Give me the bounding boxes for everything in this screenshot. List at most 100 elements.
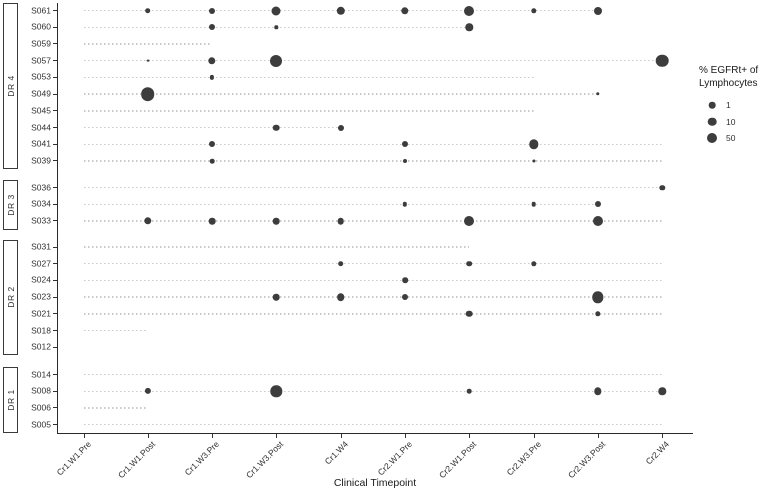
data-point-s027-cr2.w1.post <box>466 260 473 267</box>
legend-item-1: 1 <box>699 97 765 114</box>
data-point-s060-cr1.w3.post <box>274 25 279 29</box>
data-point-s008-cr1.w3.post <box>270 385 283 397</box>
y-axis-label-s005: S005 <box>31 419 51 430</box>
x-axis-line <box>56 432 693 434</box>
y-axis-tick <box>52 43 57 45</box>
x-axis-label-cr1.w1.pre: Cr1.W1.Pre <box>54 439 93 478</box>
y-axis-label-s049: S049 <box>31 88 51 99</box>
legend-size-circle-icon <box>707 133 717 144</box>
row-guide-line-s041 <box>83 143 663 145</box>
x-axis-tick <box>469 433 471 438</box>
y-axis-tick <box>52 160 57 162</box>
data-point-s061-cr1.w4 <box>336 6 345 15</box>
size-legend: % EGFRt+ of Lymphocytes 1 10 50 <box>699 64 765 147</box>
data-point-s021-cr2.w3.post <box>595 311 601 317</box>
y-axis-tick <box>52 279 57 281</box>
data-point-s033-cr1.w4 <box>337 217 344 225</box>
data-point-s008-cr2.w3.post <box>594 387 602 395</box>
row-guide-line-s053 <box>83 76 534 79</box>
y-axis-label-s060: S060 <box>31 21 51 32</box>
data-point-s023-cr2.w3.post <box>592 291 604 303</box>
x-axis-tick <box>405 433 406 438</box>
x-axis-tick <box>597 433 599 438</box>
legend-item-label: 10 <box>726 116 736 127</box>
x-axis-label-cr2.w1.pre: Cr2.W1.Pre <box>375 439 415 478</box>
y-axis-tick <box>52 76 57 78</box>
data-point-s033-cr1.w3.pre <box>208 217 216 225</box>
y-axis-label-s027: S027 <box>31 258 51 269</box>
data-point-s061-cr2.w1.pre <box>401 6 409 15</box>
y-axis-tick <box>52 110 57 112</box>
y-axis-label-s008: S008 <box>31 385 51 396</box>
y-axis-label-s031: S031 <box>31 241 51 252</box>
row-guide-line-s024 <box>83 279 663 282</box>
y-axis-tick <box>52 187 57 188</box>
x-axis-label-cr2.w3.post: Cr2.W3.Post <box>565 439 607 481</box>
data-point-s008-cr2.w1.post <box>467 388 472 394</box>
y-axis-label-s053: S053 <box>31 71 51 82</box>
facet-strip-dr4: DR 4 <box>3 3 18 169</box>
x-axis-label-cr2.w1.post: Cr2.W1.Post <box>437 439 479 481</box>
y-axis-label-s033: S033 <box>31 215 51 226</box>
data-point-s034-cr2.w3.pre <box>531 201 536 207</box>
y-axis-tick <box>52 424 57 426</box>
y-axis-label-s039: S039 <box>31 155 51 166</box>
data-point-s023-cr1.w3.post <box>273 293 280 301</box>
x-axis-tick <box>340 433 342 438</box>
x-axis-tick <box>212 433 214 438</box>
legend-size-circle-icon <box>707 117 717 127</box>
y-axis-label-s012: S012 <box>31 341 51 352</box>
row-guide-line-s034 <box>83 203 598 205</box>
x-axis-label-cr1.w4: Cr1.W4 <box>322 439 350 467</box>
data-point-s036-cr2.w4 <box>659 184 665 191</box>
facet-strip-dr1: DR 1 <box>3 367 18 433</box>
y-axis-line <box>56 3 58 433</box>
data-point-s033-cr2.w3.post <box>592 215 603 226</box>
row-guide-line-s008 <box>83 390 663 392</box>
x-axis-tick <box>276 433 278 438</box>
legend-title-line1: % EGFRt+ of <box>699 65 759 76</box>
data-point-s024-cr2.w1.pre <box>402 277 408 284</box>
y-axis-label-s036: S036 <box>31 182 51 192</box>
row-guide-line-s044 <box>83 126 341 129</box>
data-point-s060-cr2.w1.post <box>465 23 473 31</box>
legend-size-circle-icon <box>708 101 716 109</box>
y-axis-tick <box>52 203 57 205</box>
x-axis-label-cr1.w3.post: Cr1.W3.Post <box>244 439 286 481</box>
row-guide-line-s033 <box>83 220 663 222</box>
row-guide-line-s023 <box>83 296 663 298</box>
y-axis-label-s021: S021 <box>31 308 51 319</box>
data-point-s061-cr1.w3.post <box>271 6 281 15</box>
y-axis-tick <box>52 330 57 332</box>
legend-item-50: 50 <box>699 130 765 147</box>
row-guide-line-s021 <box>83 313 663 315</box>
data-point-s039-cr1.w3.pre <box>209 158 215 164</box>
data-point-s041-cr2.w3.pre <box>528 139 539 149</box>
y-axis-label-s018: S018 <box>31 325 51 336</box>
row-guide-line-s059 <box>83 43 213 45</box>
data-point-s027-cr2.w3.pre <box>530 261 537 267</box>
data-point-s053-cr1.w3.pre <box>210 75 215 80</box>
x-axis-label-cr1.w1.post: Cr1.W1.Post <box>115 439 157 481</box>
row-guide-line-s057 <box>83 59 663 62</box>
x-axis-label-cr2.w3.pre: Cr2.W3.Pre <box>504 439 543 478</box>
data-point-s023-cr1.w4 <box>336 293 345 301</box>
data-point-s057-cr1.w1.post <box>146 59 150 63</box>
x-axis-title: Clinical Timepoint <box>333 477 417 489</box>
x-axis-tick <box>83 433 85 438</box>
data-point-s027-cr1.w4 <box>337 260 344 267</box>
data-point-s023-cr2.w1.pre <box>402 294 408 301</box>
y-axis-label-s014: S014 <box>31 369 51 379</box>
y-axis-tick <box>52 220 57 222</box>
x-axis-tick <box>147 433 149 438</box>
y-axis-label-s045: S045 <box>31 105 51 116</box>
facet-strip-dr2: DR 2 <box>3 239 18 355</box>
row-guide-line-s014 <box>83 373 663 376</box>
y-axis-tick <box>52 374 57 375</box>
row-guide-line-s005 <box>83 423 663 426</box>
row-guide-line-s045 <box>83 110 534 112</box>
row-guide-line-s039 <box>83 160 663 162</box>
data-point-s041-cr1.w3.pre <box>209 141 216 148</box>
y-axis-label-s024: S024 <box>31 274 51 285</box>
x-axis-tick <box>662 433 664 438</box>
